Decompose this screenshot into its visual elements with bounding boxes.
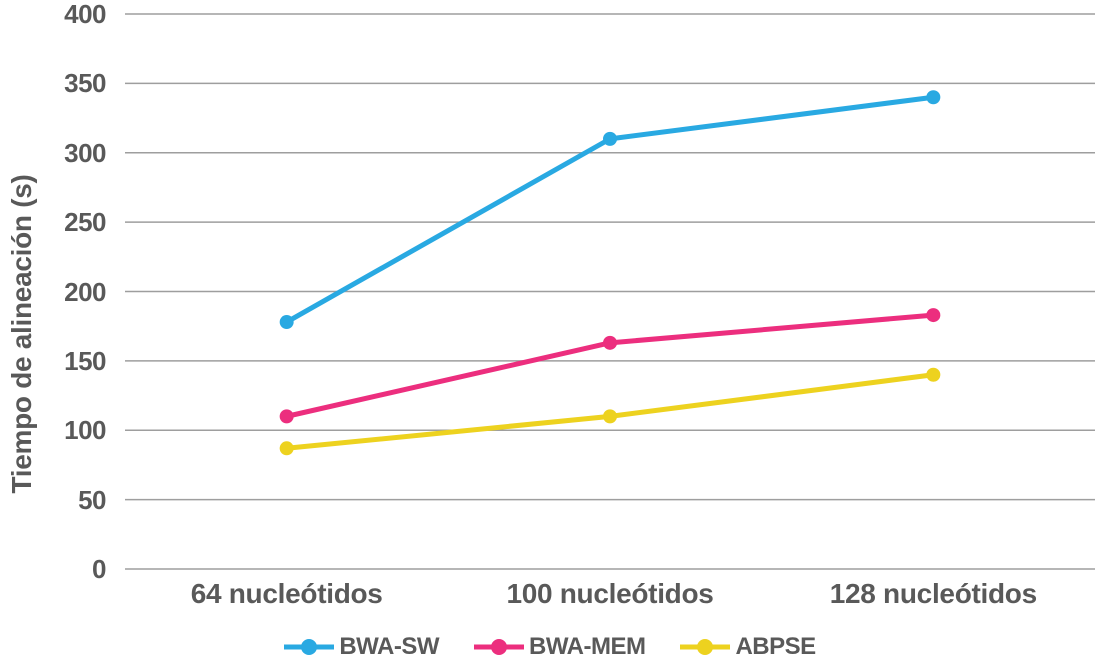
y-tick-label: 0: [92, 554, 106, 584]
data-point: [279, 409, 294, 424]
legend-marker-icon: [473, 639, 524, 655]
y-tick-label: 150: [64, 345, 106, 376]
legend-marker-icon: [284, 639, 335, 655]
data-point: [926, 90, 941, 105]
legend-label: ABPSE: [735, 633, 816, 660]
data-point: [603, 131, 617, 146]
y-tick-label: 250: [64, 207, 106, 238]
y-tick-label: 300: [64, 137, 106, 168]
legend-label: BWA-SW: [339, 633, 439, 660]
data-point: [926, 308, 941, 323]
y-tick-label: 400: [64, 0, 106, 29]
x-tick-label: 128 nucleótidos: [829, 578, 1037, 609]
x-tick-label: 100 nucleótidos: [506, 578, 714, 609]
data-point: [603, 409, 617, 424]
legend-item-bwa-sw: BWA-SW: [283, 633, 439, 661]
data-point: [926, 367, 941, 382]
y-tick-label: 50: [78, 484, 106, 515]
data-point: [603, 335, 617, 350]
y-tick-label: 100: [64, 415, 106, 446]
series-line-bwa-sw: [284, 94, 936, 325]
legend-marker-icon: [680, 639, 731, 655]
data-point: [279, 315, 294, 330]
legend: BWA-SW BWA-MEM ABPSE: [0, 629, 1099, 665]
y-tick-label: 200: [64, 276, 106, 307]
data-point: [279, 441, 294, 456]
legend-item-bwa-mem: BWA-MEM: [473, 633, 646, 661]
x-tick-label: 64 nucleótidos: [190, 578, 383, 609]
legend-item-abpse: ABPSE: [679, 633, 816, 661]
y-tick-label: 350: [64, 68, 106, 99]
series-line-bwa-mem: [284, 312, 936, 419]
legend-label: BWA-MEM: [528, 633, 646, 660]
